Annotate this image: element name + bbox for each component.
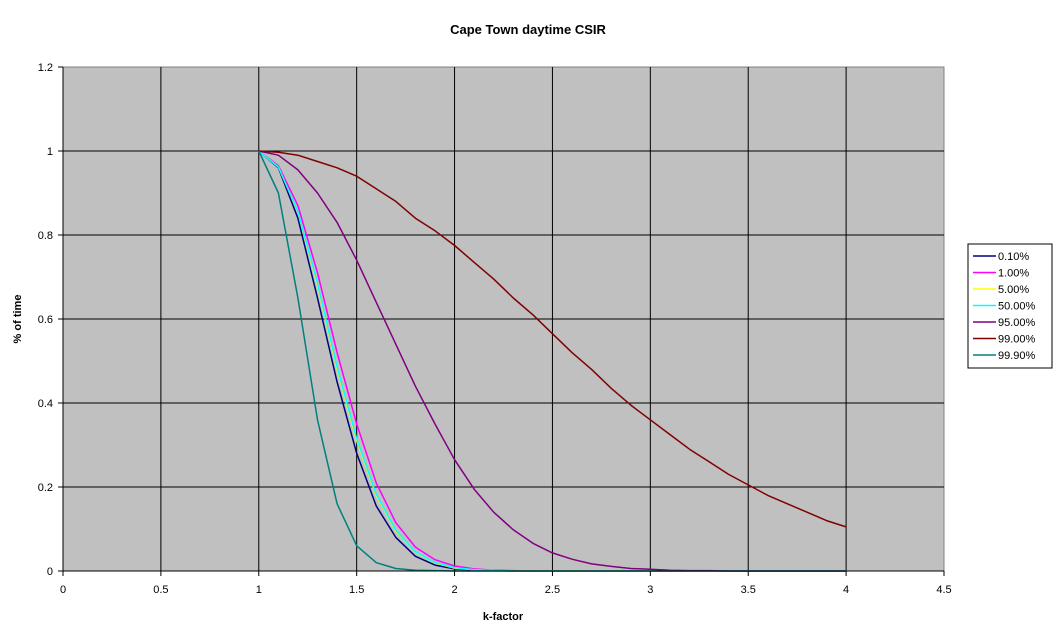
legend-label: 5.00% [998,284,1029,296]
legend-label: 0.10% [998,251,1029,263]
x-tick-label: 0 [60,584,66,596]
x-tick-label: 3.5 [741,584,756,596]
x-tick-label: 2.5 [545,584,560,596]
axes: 0 0.5 1 1.5 2 2.5 3 3.5 4 4.5 0 0.2 0.4 0.6 0.8 1 1.2 [38,62,952,596]
grid-lines [63,67,944,571]
legend-label: 99.90% [998,350,1036,362]
legend-label: 99.00% [998,334,1036,346]
x-tick-label: 2 [451,584,457,596]
x-axis-label: k-factor [483,611,524,623]
chart-title: Cape Town daytime CSIR [450,22,606,37]
x-tick-label: 3 [647,584,653,596]
y-tick-label: 1 [47,146,53,158]
legend-label: 1.00% [998,268,1029,280]
y-tick-label: 0 [47,566,53,578]
y-tick-label: 0.4 [38,398,53,410]
x-tick-label: 4 [843,584,849,596]
series-line-99.00% [258,150,847,528]
x-tick-label: 1 [256,584,262,596]
y-tick-label: 1.2 [38,62,53,74]
x-tick-label: 4.5 [936,584,951,596]
legend-label: 50.00% [998,301,1036,313]
y-tick-label: 0.8 [38,230,53,242]
y-tick-label: 0.6 [38,314,53,326]
x-tick-label: 1.5 [349,584,364,596]
legend-label: 95.00% [998,317,1036,329]
legend: 0.10% 1.00% 5.00% 50.00% 95.00% 99.00% 99.90% [967,243,1053,369]
y-axis-label: % of time [12,295,24,344]
y-tick-label: 0.2 [38,482,53,494]
x-tick-label: 0.5 [153,584,168,596]
